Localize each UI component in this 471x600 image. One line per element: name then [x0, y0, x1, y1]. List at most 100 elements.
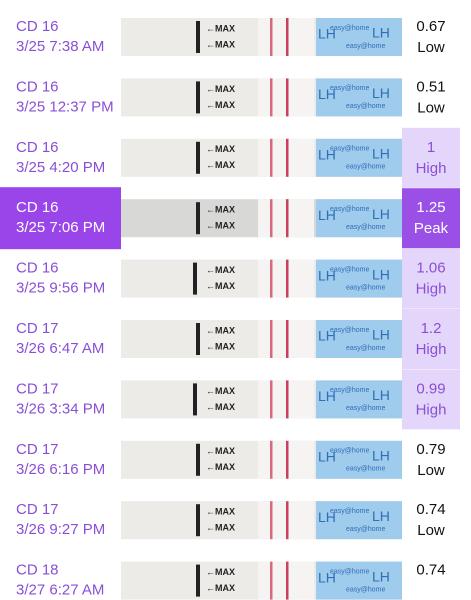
result-cell [402, 429, 460, 490]
test-row[interactable]: CD 173/26 6:16 PM←MAX←MAXLHeasy@homeeasy… [16, 429, 460, 490]
cycle-day: CD 16 [16, 18, 59, 35]
test-row[interactable]: CD 163/25 7:06 PM←MAX←MAXLHeasy@homeeasy… [0, 187, 460, 250]
strip-brand: easy@home [346, 284, 386, 291]
cycle-day: CD 17 [16, 501, 59, 518]
result-level: Low [417, 39, 445, 56]
strip-bar [196, 504, 200, 537]
result-value: 0.74 [416, 501, 445, 518]
test-line [270, 501, 273, 540]
strip-brand: easy@home [330, 146, 370, 153]
result-value: 0.79 [416, 441, 445, 458]
strip-lh: LH [318, 86, 336, 102]
control-line [286, 18, 289, 56]
strip-lh: LH [318, 449, 336, 465]
cycle-day: CD 17 [16, 320, 59, 337]
strip-lh: LH [318, 147, 336, 163]
result-level: High [416, 401, 447, 418]
strip-handle [316, 199, 402, 238]
strip-bar [196, 21, 200, 53]
test-row[interactable]: CD 173/26 3:34 PM←MAX←MAXLHeasy@homeeasy… [16, 369, 460, 430]
cycle-day: CD 16 [16, 78, 59, 95]
strip-max: ←MAX [206, 23, 235, 33]
strip-max: ←MAX [206, 567, 235, 577]
test-time: 3/25 7:06 PM [16, 219, 105, 236]
cycle-day: CD 16 [16, 139, 59, 156]
strip-brand: easy@home [330, 85, 370, 92]
test-time: 3/25 7:38 AM [16, 38, 104, 55]
strip-max: ←MAX [206, 446, 235, 456]
strip-max: ←MAX [206, 507, 235, 517]
strip-handle [316, 138, 402, 177]
strip-handle [316, 440, 402, 479]
strip-bar [196, 443, 200, 476]
test-row[interactable]: CD 163/25 4:20 PM←MAX←MAXLHeasy@homeeasy… [16, 127, 460, 188]
strip-max: ←MAX [206, 221, 235, 231]
strip-handle [316, 561, 402, 600]
strip-bar [196, 202, 200, 235]
test-time: 3/27 6:27 AM [16, 582, 104, 599]
strip-brand: easy@home [330, 266, 370, 273]
strip-brand: easy@home [346, 224, 386, 231]
result-cell [402, 188, 460, 249]
result-level: Low [417, 462, 445, 479]
strip-max: ←MAX [206, 100, 235, 110]
test-time: 3/26 3:34 PM [16, 400, 105, 417]
test-row[interactable]: CD 163/25 12:37 PM←MAX←MAXLHeasy@homeeas… [16, 67, 460, 128]
strip-max: ←MAX [206, 205, 235, 215]
strip-max: ←MAX [206, 84, 235, 94]
test-row[interactable]: CD 173/26 9:27 PM←MAX←MAXLHeasy@homeeasy… [16, 490, 460, 551]
control-line [286, 320, 289, 358]
strip-lh: LH [372, 387, 390, 403]
test-row[interactable]: CD 163/25 7:38 AM←MAX←MAXLHeasy@homeeasy… [16, 7, 460, 67]
strip-brand: easy@home [330, 387, 370, 394]
control-line [286, 199, 289, 238]
test-row[interactable]: CD 183/27 6:27 AM←MAX←MAXLHeasy@homeeasy… [16, 550, 460, 600]
test-line [270, 440, 273, 479]
strip-handle [316, 380, 402, 419]
test-line [270, 78, 273, 117]
strip-bar [193, 262, 197, 295]
test-row[interactable]: CD 173/26 6:47 AM←MAX←MAXLHeasy@homeeasy… [16, 309, 460, 369]
strip-lh: LH [372, 266, 390, 282]
strip-brand: easy@home [346, 586, 386, 593]
test-row[interactable]: CD 163/25 9:56 PM←MAX←MAXLHeasy@homeeasy… [16, 248, 460, 309]
result-value: 1 [427, 139, 435, 156]
cycle-day: CD 18 [16, 562, 59, 579]
result-level: Low [417, 522, 445, 539]
strip-lh: LH [318, 388, 336, 404]
test-time: 3/25 12:37 PM [16, 98, 114, 115]
result-level: High [416, 341, 447, 358]
strip-brand: easy@home [346, 103, 386, 110]
cycle-day: CD 17 [16, 441, 59, 458]
strip-max: ←MAX [206, 144, 235, 154]
strip-max: ←MAX [206, 583, 235, 593]
result-value: 0.67 [416, 18, 445, 35]
strip-lh: LH [318, 26, 336, 42]
strip-brand: easy@home [346, 466, 386, 473]
test-time: 3/26 6:47 AM [16, 340, 104, 357]
test-time: 3/26 9:27 PM [16, 521, 105, 538]
test-time: 3/26 6:16 PM [16, 461, 105, 478]
test-line [270, 561, 273, 600]
strip-max: ←MAX [206, 39, 235, 49]
result-cell [402, 369, 460, 430]
result-value: 0.51 [416, 78, 445, 95]
result-cell [402, 127, 460, 188]
strip-lh: LH [372, 508, 390, 524]
result-level: Peak [414, 220, 449, 237]
result-cell [402, 67, 460, 128]
strip-lh: LH [372, 448, 390, 464]
strip-max: ←MAX [206, 265, 235, 275]
control-line [286, 501, 289, 540]
strip-lh: LH [372, 25, 390, 41]
strip-brand: easy@home [330, 448, 370, 455]
result-value: 0.74 [416, 562, 445, 579]
strip-max: ←MAX [206, 325, 235, 335]
strip-max: ←MAX [206, 160, 235, 170]
test-time: 3/25 9:56 PM [16, 280, 105, 297]
strip-lh: LH [372, 568, 390, 584]
control-line [286, 561, 289, 600]
strip-handle [316, 78, 402, 117]
result-value: 1.25 [416, 199, 445, 216]
